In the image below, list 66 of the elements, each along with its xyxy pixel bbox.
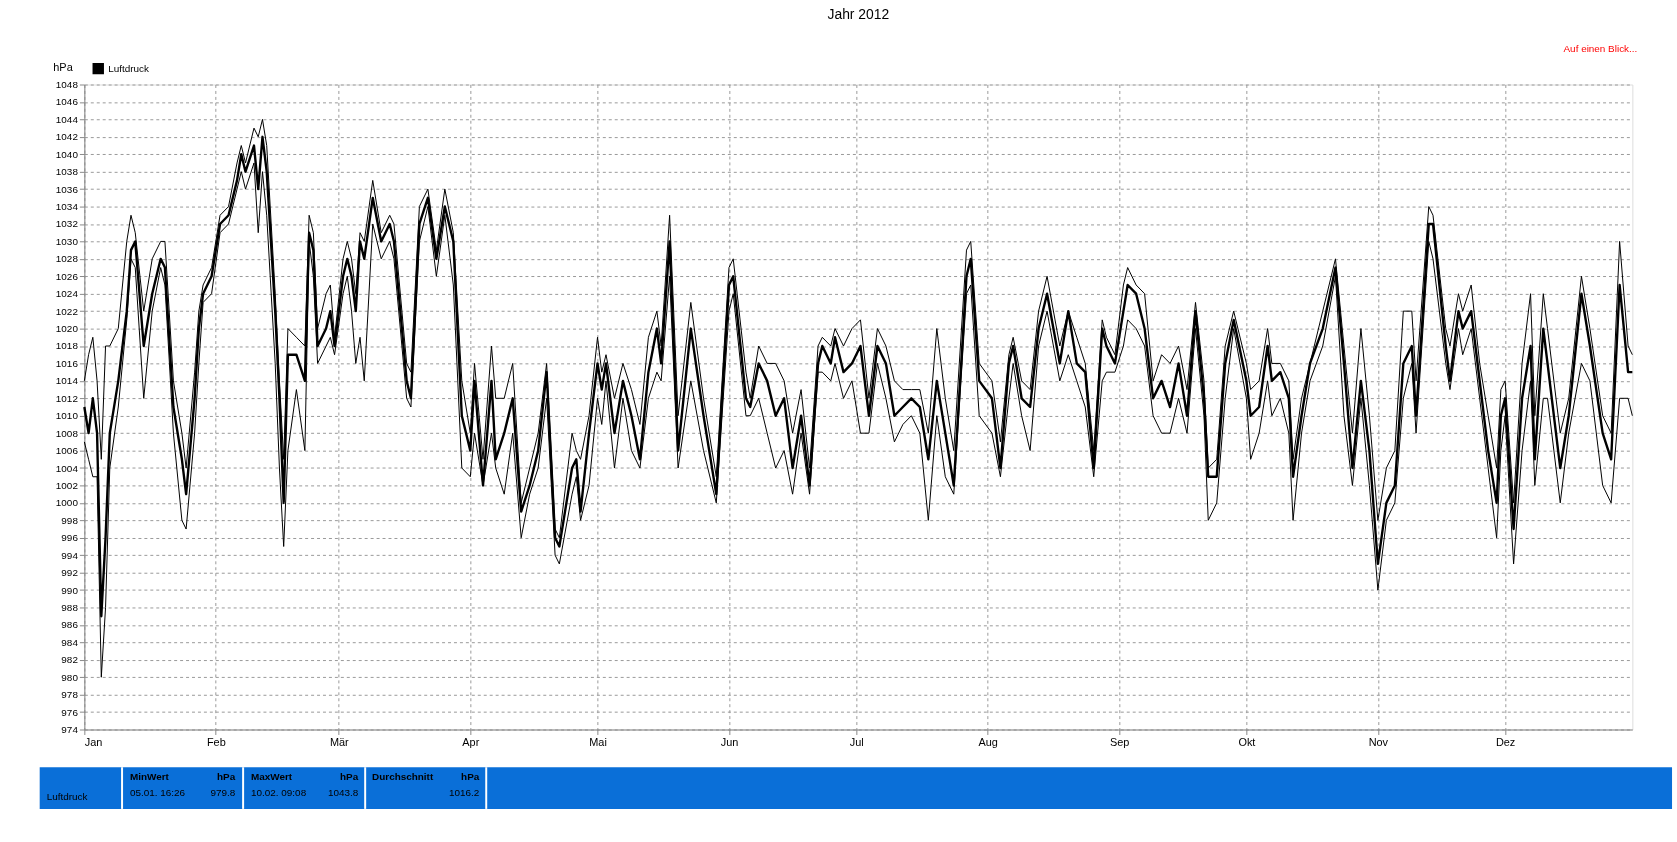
text: MaxWert bbox=[251, 771, 293, 783]
y-tick-label: 1002 bbox=[55, 479, 79, 491]
text: 10.02. 09:08 bbox=[251, 787, 307, 798]
y-tick-label: 1028 bbox=[55, 253, 79, 265]
y-tick-label: 1008 bbox=[55, 427, 79, 439]
text: 05.01. 16:26 bbox=[129, 787, 186, 798]
y-tick-label: 1034 bbox=[55, 201, 79, 213]
y-tick-label: 1046 bbox=[55, 96, 79, 108]
x-tick-label: Sep bbox=[1109, 735, 1130, 748]
y-tick-label: 1010 bbox=[55, 410, 79, 422]
y-tick-label: 1024 bbox=[55, 288, 79, 300]
y-tick-label: 992 bbox=[61, 567, 79, 579]
text: Durchschnitt bbox=[372, 771, 434, 783]
y-tick-label: 1040 bbox=[55, 148, 79, 160]
text: Auf einen Blick... bbox=[1563, 42, 1638, 54]
text: MinWert bbox=[129, 771, 170, 783]
x-tick-label: Apr bbox=[462, 735, 480, 748]
text: hPa bbox=[461, 771, 480, 783]
y-tick-label: 1000 bbox=[55, 497, 79, 509]
y-tick-label: 994 bbox=[61, 549, 79, 561]
y-tick-label: 1032 bbox=[55, 218, 79, 230]
text: hPa bbox=[217, 771, 236, 783]
y-tick-label: 1004 bbox=[55, 462, 79, 474]
y-tick-label: 1048 bbox=[55, 78, 79, 90]
legend-label: Luftdruck bbox=[108, 62, 149, 74]
y-tick-label: 1036 bbox=[55, 183, 79, 195]
y-axis-title: hPa bbox=[53, 61, 74, 74]
x-tick-label: Mai bbox=[589, 735, 607, 748]
x-tick-label: Jun bbox=[720, 735, 739, 748]
y-tick-label: 974 bbox=[61, 723, 79, 735]
y-tick-label: 1014 bbox=[55, 375, 79, 387]
x-tick-label: Okt bbox=[1238, 735, 1256, 748]
y-tick-label: 980 bbox=[61, 671, 79, 683]
y-tick-label: 986 bbox=[61, 619, 79, 631]
x-tick-label: Aug bbox=[978, 735, 998, 748]
text: 1043.8 bbox=[327, 787, 359, 798]
y-tick-label: 1006 bbox=[55, 445, 79, 457]
y-tick-label: 1012 bbox=[55, 392, 79, 404]
y-tick-label: 978 bbox=[61, 689, 79, 701]
x-tick-label: Jul bbox=[849, 735, 864, 748]
y-tick-label: 1042 bbox=[55, 131, 79, 143]
y-tick-label: 1038 bbox=[55, 166, 79, 178]
y-tick-label: 1020 bbox=[55, 323, 79, 335]
text: 1016.2 bbox=[448, 787, 480, 798]
x-tick-label: Feb bbox=[206, 735, 226, 748]
x-tick-label: Nov bbox=[1368, 735, 1389, 748]
y-tick-label: 1018 bbox=[55, 340, 79, 352]
x-tick-label: Dez bbox=[1495, 735, 1516, 748]
x-tick-label: Jan bbox=[84, 735, 103, 748]
y-tick-label: 990 bbox=[61, 584, 79, 596]
y-tick-label: 976 bbox=[61, 706, 79, 718]
y-tick-label: 1044 bbox=[55, 113, 79, 125]
y-tick-label: 1022 bbox=[55, 305, 79, 317]
y-tick-label: 1016 bbox=[55, 357, 79, 369]
y-tick-label: 984 bbox=[61, 636, 79, 648]
x-tick-label: Mär bbox=[329, 735, 350, 748]
y-tick-label: 1030 bbox=[55, 235, 79, 247]
text: 979.8 bbox=[210, 787, 236, 798]
chart-title: Jahr 2012 bbox=[827, 6, 890, 23]
y-tick-label: 1026 bbox=[55, 270, 79, 282]
y-tick-label: 982 bbox=[61, 654, 79, 666]
y-tick-label: 996 bbox=[61, 532, 79, 544]
y-tick-label: 998 bbox=[61, 514, 79, 526]
text: Luftdruck bbox=[46, 790, 88, 802]
text: hPa bbox=[340, 771, 359, 783]
y-tick-label: 988 bbox=[61, 601, 79, 613]
